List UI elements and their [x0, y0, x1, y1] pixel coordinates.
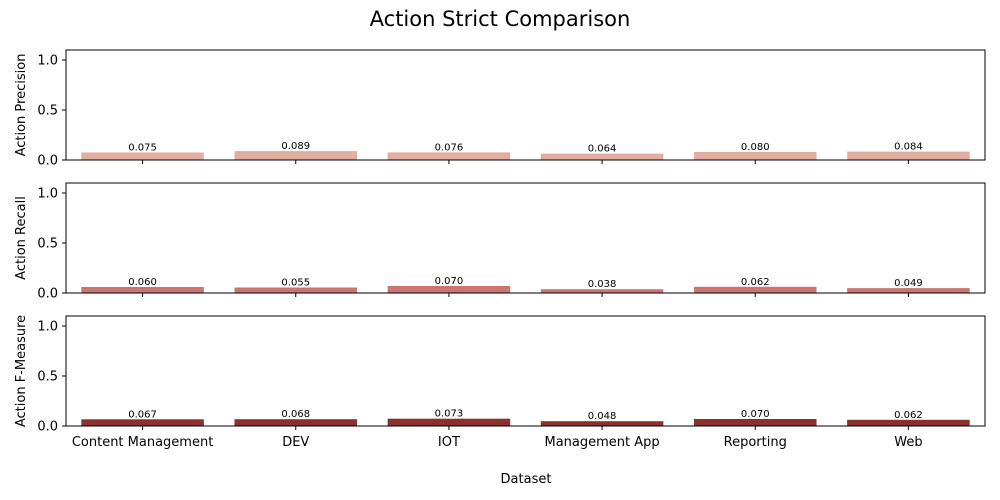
- chart-panels: Action Precision 0.0 0.5 1.0 0.075 0.089 0.076…: [14, 49, 986, 450]
- x-tick-label: Content Management: [72, 435, 213, 450]
- y-tick-label: 0.5: [37, 104, 58, 119]
- chart-title: Action Strict Comparison: [370, 7, 631, 31]
- bar-content-management: [81, 287, 204, 293]
- bar-value-label: 0.068: [281, 409, 310, 420]
- bar-value-label: 0.055: [281, 278, 310, 289]
- x-tick-label: Management App: [544, 435, 659, 450]
- panel-3: Action F-Measure 0.0 0.5 1.0 0.067 Content Ma…: [14, 315, 986, 450]
- bar-value-label: 0.073: [435, 409, 464, 420]
- y-tick-label: 0.0: [37, 154, 58, 169]
- bar-value-label: 0.076: [435, 142, 464, 153]
- bar-value-label: 0.064: [588, 144, 617, 155]
- bar-value-label: 0.070: [435, 276, 464, 287]
- bar-dev: [234, 151, 358, 160]
- bar-value-label: 0.062: [741, 277, 770, 288]
- x-tick-label: Reporting: [724, 435, 787, 450]
- x-tick-label: Web: [894, 435, 922, 450]
- bar-value-label: 0.048: [588, 411, 617, 422]
- y-axis-label: Action Precision: [14, 54, 29, 157]
- bar-web: [847, 151, 970, 160]
- bar-web: [847, 419, 970, 426]
- bar-content-management: [81, 419, 204, 426]
- y-tick-label: 1.0: [37, 187, 58, 202]
- bar-value-label: 0.075: [128, 143, 157, 154]
- bar-web: [847, 288, 970, 293]
- y-axis-label: Action Recall: [14, 196, 29, 280]
- plot-frame: [65, 49, 986, 161]
- y-tick-label: 0.5: [37, 237, 58, 252]
- y-tick-label: 0.5: [37, 370, 58, 385]
- bar-value-label: 0.062: [894, 410, 923, 421]
- bar-value-label: 0.038: [588, 279, 617, 290]
- bar-iot: [387, 286, 511, 293]
- panel-1: Action Precision 0.0 0.5 1.0 0.075 0.089 0.076…: [14, 49, 986, 169]
- plot-frame: [65, 182, 986, 294]
- y-tick-label: 0.0: [37, 420, 58, 435]
- y-axis-label: Action F-Measure: [14, 315, 29, 427]
- y-tick-label: 1.0: [37, 54, 58, 69]
- bar-value-label: 0.084: [894, 142, 923, 153]
- y-tick-label: 0.0: [37, 287, 58, 302]
- bar-management-app: [540, 153, 664, 160]
- bar-iot: [387, 152, 511, 160]
- bar-value-label: 0.070: [741, 409, 770, 420]
- bar-dev: [234, 287, 358, 293]
- bar-value-label: 0.049: [894, 278, 923, 289]
- plot-frame: [65, 315, 986, 427]
- bar-content-management: [81, 152, 204, 160]
- bar-management-app: [540, 289, 664, 293]
- x-tick-label: DEV: [282, 435, 309, 450]
- bar-management-app: [540, 421, 664, 426]
- bar-value-label: 0.089: [281, 141, 310, 152]
- bar-value-label: 0.067: [128, 409, 157, 420]
- x-axis-label: Dataset: [501, 472, 552, 487]
- bar-iot: [387, 418, 511, 426]
- y-tick-label: 1.0: [37, 320, 58, 335]
- bar-dev: [234, 419, 358, 426]
- bar-reporting: [693, 286, 817, 293]
- bar-reporting: [693, 419, 817, 426]
- bar-reporting: [693, 152, 817, 160]
- bar-value-label: 0.060: [128, 277, 157, 288]
- panel-2: Action Recall 0.0 0.5 1.0 0.060 0.055 0.070 0.0…: [14, 182, 986, 302]
- x-tick-label: IOT: [438, 435, 460, 450]
- bar-value-label: 0.080: [741, 142, 770, 153]
